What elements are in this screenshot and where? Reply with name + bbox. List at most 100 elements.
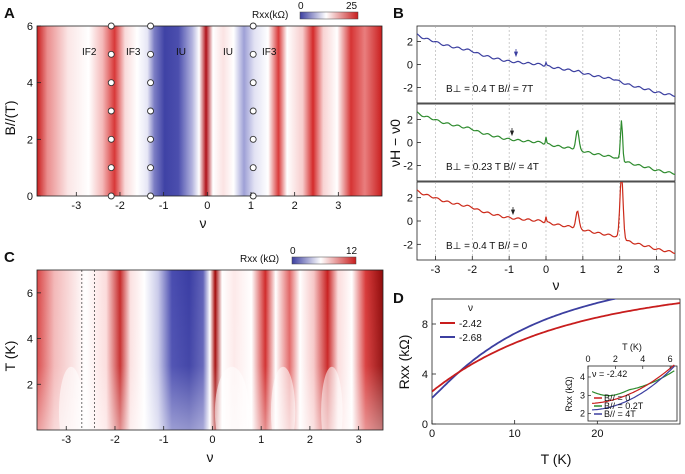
annotation-iu-left: IU xyxy=(176,47,186,58)
y-c-tick-label: 2 xyxy=(27,379,33,391)
marker-point-a xyxy=(107,164,115,172)
colorbar-min-c: 0 xyxy=(290,246,296,257)
arrow-marker-b2 xyxy=(509,128,515,137)
marker-point-a xyxy=(107,22,115,30)
marker-point-a xyxy=(107,79,115,87)
marker-point-a xyxy=(107,50,115,58)
x-ticks-c: -3 -2 -1 0 1 2 3 xyxy=(61,426,362,446)
y-ticks-a: 0 2 4 6 xyxy=(27,21,41,203)
inset-note: ν = -2.42 xyxy=(592,369,627,379)
trace-d-blue xyxy=(432,299,618,399)
frame-c xyxy=(36,269,384,431)
series-label-b1: B⊥ = 0.4 T B// = 7T xyxy=(446,84,533,95)
y-b-tick-label: -2 xyxy=(403,161,413,173)
marker-point-a xyxy=(249,164,257,172)
x-ticks-b: -3 -2 -1 0 1 2 3 xyxy=(431,256,660,276)
colorbar-min-a: 0 xyxy=(298,1,304,12)
x-b-tick-label: -3 xyxy=(431,264,441,276)
inset-legend-red: B// = 0 xyxy=(604,393,630,403)
x-axis-label-b: ν xyxy=(553,277,560,293)
annotation-iu-right: IU xyxy=(223,47,233,58)
panel-d: D 0 10 20 048 T (K) Rxx (kΩ) ν -2.42 -2.68… xyxy=(393,290,681,467)
y-ticks-b: 2 0 -2 2 0 -2 2 0 -2 xyxy=(403,37,421,251)
x-a-tick-label: 1 xyxy=(248,200,254,212)
x-axis-label-c: ν xyxy=(207,449,214,465)
legend-label-red: -2.42 xyxy=(459,319,482,330)
y-axis-label-d: Rxx (kΩ) xyxy=(396,335,412,390)
marker-point-a xyxy=(107,192,115,200)
x-c-tick-label: 0 xyxy=(209,434,215,446)
inset-y-tick-label: 4 xyxy=(580,372,585,382)
inset-y-label: Rxx (kΩ) xyxy=(564,376,574,411)
legend-label-blue: -2.68 xyxy=(459,333,482,344)
y-axis-label-a: B//(T) xyxy=(2,101,18,136)
x-b-tick-label: 0 xyxy=(543,264,549,276)
x-c-tick-label: -2 xyxy=(110,434,120,446)
annotation-if3-right: IF3 xyxy=(262,47,277,58)
x-b-tick-label: -2 xyxy=(467,264,477,276)
marker-point-a xyxy=(147,50,154,58)
x-axis-label-a: ν xyxy=(200,215,207,231)
x-d-tick-label: 20 xyxy=(591,428,603,440)
colorbar-label-c: Rxx (kΩ) xyxy=(240,254,279,265)
x-ticks-d: 0 10 20 xyxy=(429,420,603,440)
y-a-tick-label: 4 xyxy=(27,78,33,90)
annotation-if3-left: IF3 xyxy=(126,47,141,58)
panel-label-d: D xyxy=(393,290,404,307)
colorbar-a xyxy=(299,11,359,20)
x-b-tick-label: -1 xyxy=(504,264,514,276)
marker-point-a xyxy=(249,135,257,143)
inset-x-tick-label: 0 xyxy=(585,354,590,364)
marker-point-a xyxy=(107,107,115,115)
marker-point-a xyxy=(249,79,257,87)
x-a-tick-label: 2 xyxy=(292,200,298,212)
x-c-tick-label: -1 xyxy=(159,434,169,446)
series-label-b3: B⊥ = 0.4 T B// = 0 xyxy=(446,241,528,252)
panel-label-c: C xyxy=(4,249,15,266)
x-ticks-a: -3 -2 -1 0 1 2 3 xyxy=(71,192,341,212)
x-a-tick-label: 0 xyxy=(204,200,210,212)
y-b-tick-label: -2 xyxy=(403,83,413,95)
y-b-tick-label: 0 xyxy=(407,60,413,72)
y-b-tick-label: 2 xyxy=(407,115,413,127)
y-b-tick-label: 0 xyxy=(407,138,413,150)
dashed-lines-c xyxy=(81,270,95,430)
marker-point-a xyxy=(107,135,115,143)
heatmap-c-fade xyxy=(37,270,383,430)
panel-a: A -3 -2 -1 0 1 2 3 0 2 4 6 IF2 IF3 IU IU IF3 ν B/… xyxy=(2,1,383,231)
y-d-tick-label: 0 xyxy=(422,419,428,431)
y-d-tick-label: 4 xyxy=(422,369,428,381)
arrow-marker-b1 xyxy=(513,49,519,58)
x-b-tick-label: 2 xyxy=(617,264,623,276)
panel-label-a: A xyxy=(4,5,15,22)
marker-point-a xyxy=(249,192,257,200)
marker-point-a xyxy=(147,22,154,30)
trace-b-blue xyxy=(417,33,675,97)
frame-a xyxy=(36,25,383,197)
x-c-tick-label: 3 xyxy=(356,434,362,446)
frame-d xyxy=(431,298,681,425)
x-c-tick-label: -3 xyxy=(61,434,71,446)
y-a-tick-label: 0 xyxy=(27,191,33,203)
inset-x-tick-label: 4 xyxy=(640,354,645,364)
panel-label-b: B xyxy=(393,5,404,22)
x-c-tick-label: 2 xyxy=(307,434,313,446)
trace-b-green xyxy=(417,111,675,175)
inset-legend-blue: B// = 4T xyxy=(604,409,636,419)
y-b-tick-label: 2 xyxy=(407,37,413,49)
y-axis-label-b: νH − ν0 xyxy=(387,119,403,167)
inset-trace-blue xyxy=(592,365,675,411)
inset-x-tick-label: 2 xyxy=(613,354,618,364)
y-b-tick-label: 0 xyxy=(407,216,413,228)
panel-b: B B⊥ = 0.4 T B// = 7T B⊥ = 0.23 T B// = … xyxy=(387,5,676,293)
inset-y-tick-label: 2 xyxy=(580,409,585,419)
y-b-tick-label: -2 xyxy=(403,239,413,251)
inset-x-label: T (K) xyxy=(622,342,642,352)
heatmap-a xyxy=(37,26,382,196)
y-d-tick-label: 8 xyxy=(422,319,428,331)
y-b-tick-label: 2 xyxy=(407,193,413,205)
inset-trace-red xyxy=(592,364,675,404)
y-c-tick-label: 4 xyxy=(27,334,33,346)
trace-d-red xyxy=(432,302,680,393)
